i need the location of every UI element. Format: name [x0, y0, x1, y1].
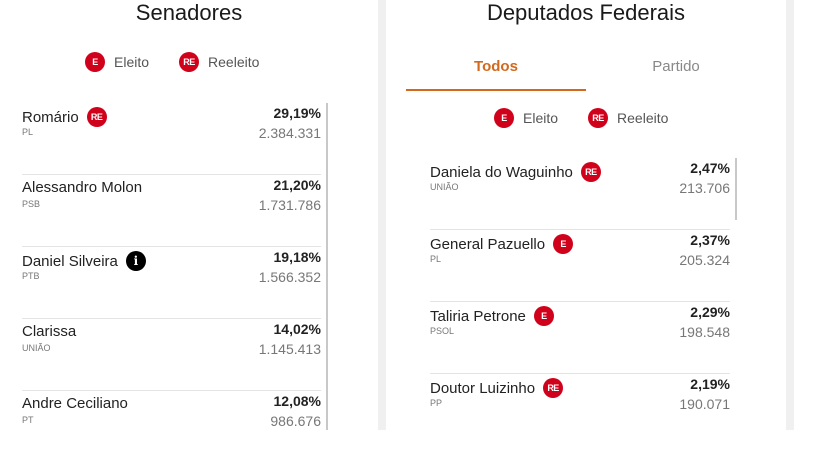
- candidate-party: UNIÃO: [22, 343, 51, 353]
- legend-reeleito: Reeleito: [208, 54, 260, 70]
- candidate-row[interactable]: Romário RE PL 29,19% 2.384.331: [22, 103, 321, 175]
- senadores-list: Romário RE PL 29,19% 2.384.331 Alessandro Mol…: [22, 103, 321, 430]
- candidate-party: PL: [22, 127, 34, 137]
- candidate-name: Doutor Luizinho: [430, 379, 536, 397]
- candidate-percent: 2,37%: [690, 232, 730, 248]
- candidate-name-wrap: Clarissa: [22, 323, 76, 340]
- candidate-votes: 1.145.413: [258, 341, 321, 357]
- reeleito-badge-icon: RE: [588, 108, 609, 128]
- candidate-party: PSB: [22, 199, 41, 209]
- candidate-name: Andre Ceciliano: [22, 395, 128, 412]
- candidate-votes: 2.384.331: [258, 125, 321, 141]
- eleito-badge-icon: E: [85, 52, 105, 72]
- candidate-percent: 2,19%: [690, 376, 730, 392]
- candidate-row[interactable]: Clarissa UNIÃO 14,02% 1.145.413: [22, 319, 321, 391]
- candidate-votes: 1.731.786: [258, 197, 321, 213]
- candidate-votes: 213.706: [679, 180, 730, 196]
- reeleito-badge-icon: RE: [179, 52, 200, 72]
- candidate-votes: 190.071: [679, 396, 730, 412]
- info-icon[interactable]: i: [125, 251, 146, 271]
- candidate-name-wrap: Taliria Petrone E: [430, 306, 554, 326]
- candidate-name-wrap: Daniela do Waguinho RE: [430, 162, 601, 182]
- legend-eleito: Eleito: [523, 110, 559, 126]
- candidate-name-wrap: Alessandro Molon: [22, 179, 142, 196]
- candidate-votes: 205.324: [679, 252, 730, 268]
- candidate-name: General Pazuello: [430, 235, 546, 253]
- senadores-panel: Senadores E Eleito RE Reeleito Romário RE PL…: [0, 0, 378, 430]
- candidate-row[interactable]: Andre Ceciliano PT 12,08% 986.676: [22, 391, 321, 430]
- candidate-percent: 2,29%: [690, 304, 730, 320]
- reeleito-badge-icon: RE: [580, 162, 601, 182]
- candidate-row[interactable]: General Pazuello E PL 2,37% 205.324: [430, 230, 730, 302]
- candidate-row[interactable]: Daniel Silveira i PTB 19,18% 1.566.352: [22, 247, 321, 319]
- candidate-votes: 986.676: [270, 413, 321, 429]
- candidate-row[interactable]: Taliria Petrone E PSOL 2,29% 198.548: [430, 302, 730, 374]
- candidate-name-wrap: Romário RE: [22, 107, 107, 127]
- candidate-percent: 21,20%: [273, 177, 321, 193]
- candidate-name: Daniel Silveira: [22, 252, 118, 270]
- reeleito-badge-icon: RE: [86, 107, 107, 127]
- candidate-row[interactable]: Alessandro Molon PSB 21,20% 1.731.786: [22, 175, 321, 247]
- candidate-name: Alessandro Molon: [22, 179, 143, 196]
- panel-gap: [786, 0, 794, 430]
- eleito-badge-icon: E: [494, 108, 514, 128]
- candidate-name-wrap: Andre Ceciliano: [22, 395, 128, 412]
- candidate-name: Daniela do Waguinho: [430, 163, 573, 181]
- candidate-party: PSOL: [430, 326, 455, 336]
- deputados-title: Deputados Federais: [486, 0, 686, 25]
- candidate-row[interactable]: Doutor Luizinho RE PP 2,19% 190.071: [430, 374, 730, 430]
- candidate-percent: 14,02%: [273, 321, 321, 337]
- legend-reeleito: Reeleito: [617, 110, 669, 126]
- deputados-list: Daniela do Waguinho RE UNIÃO 2,47% 213.706 Ge…: [430, 158, 730, 430]
- scrollbar[interactable]: [326, 103, 328, 430]
- candidate-percent: 29,19%: [273, 105, 321, 121]
- tab-todos[interactable]: Todos: [406, 58, 586, 91]
- deputados-panel: Deputados Federais Todos Partido E Eleito…: [386, 0, 786, 430]
- candidate-party: PTB: [22, 271, 40, 281]
- candidate-party: PP: [430, 398, 443, 408]
- candidate-name-wrap: Doutor Luizinho RE: [430, 378, 564, 398]
- candidate-row[interactable]: Daniela do Waguinho RE UNIÃO 2,47% 213.706: [430, 158, 730, 230]
- candidate-party: PT: [22, 415, 34, 425]
- candidate-name: Clarissa: [22, 323, 77, 340]
- candidate-percent: 19,18%: [273, 249, 321, 265]
- eleito-badge-icon: E: [553, 234, 574, 254]
- panel-gap: [378, 0, 386, 430]
- eleito-badge-icon: E: [533, 306, 554, 326]
- candidate-party: PL: [430, 254, 442, 264]
- candidate-party: UNIÃO: [430, 182, 459, 192]
- candidate-votes: 1.566.352: [258, 269, 321, 285]
- candidate-name: Taliria Petrone: [430, 307, 526, 325]
- candidate-name-wrap: General Pazuello E: [430, 234, 574, 254]
- legend: E Eleito RE Reeleito: [494, 108, 698, 128]
- candidate-name-wrap: Daniel Silveira i: [22, 251, 146, 271]
- candidate-percent: 12,08%: [273, 393, 321, 409]
- tab-partido[interactable]: Partido: [652, 58, 700, 75]
- legend-eleito: Eleito: [114, 54, 150, 70]
- reeleito-badge-icon: RE: [543, 378, 564, 398]
- legend: E Eleito RE Reeleito: [85, 52, 289, 72]
- scrollbar[interactable]: [735, 158, 737, 220]
- candidate-votes: 198.548: [679, 324, 730, 340]
- candidate-name: Romário: [22, 108, 79, 126]
- candidate-percent: 2,47%: [690, 160, 730, 176]
- senadores-title: Senadores: [135, 0, 243, 25]
